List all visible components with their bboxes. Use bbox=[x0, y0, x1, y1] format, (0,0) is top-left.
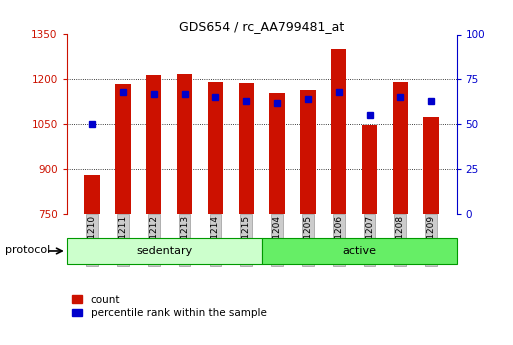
Bar bbox=[362, 125, 377, 214]
Bar bbox=[300, 90, 315, 214]
Legend: count, percentile rank within the sample: count, percentile rank within the sample bbox=[72, 295, 267, 318]
Bar bbox=[115, 84, 131, 214]
Text: protocol: protocol bbox=[5, 245, 50, 255]
Title: GDS654 / rc_AA799481_at: GDS654 / rc_AA799481_at bbox=[179, 20, 344, 33]
Bar bbox=[331, 49, 346, 214]
Bar bbox=[177, 74, 192, 214]
Text: sedentary: sedentary bbox=[136, 246, 192, 256]
Bar bbox=[423, 117, 439, 214]
Bar bbox=[392, 82, 408, 214]
Bar bbox=[146, 75, 162, 214]
Bar bbox=[262, 238, 457, 264]
Bar bbox=[208, 82, 223, 214]
Bar bbox=[67, 238, 262, 264]
Bar bbox=[269, 93, 285, 214]
Bar bbox=[239, 83, 254, 214]
Text: active: active bbox=[342, 246, 376, 256]
Bar bbox=[85, 175, 100, 214]
